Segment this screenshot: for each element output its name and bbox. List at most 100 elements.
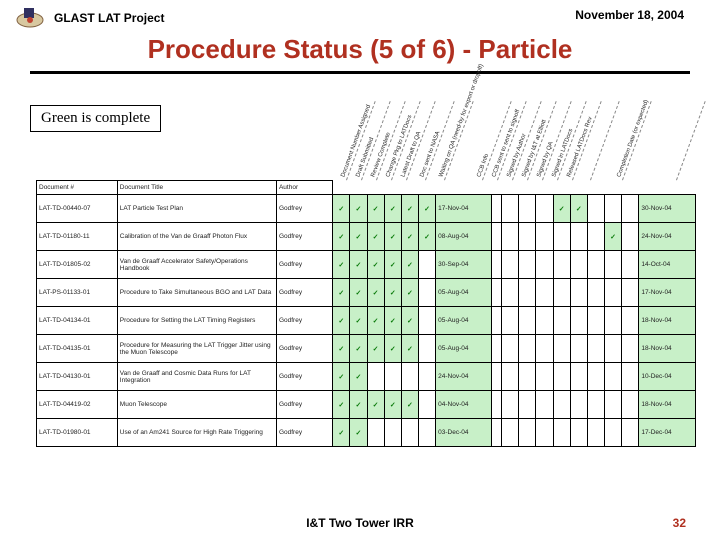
- cell: 05-Aug-04: [436, 335, 492, 363]
- title-rule: [30, 71, 690, 74]
- chk: [519, 363, 536, 391]
- chk: [536, 419, 553, 447]
- table-row: LAT-TD-01980-01Use of an Am241 Source fo…: [37, 419, 696, 447]
- col-title: Document Title: [117, 181, 276, 195]
- chk: ✓: [401, 223, 418, 251]
- chk: ✓: [384, 335, 401, 363]
- project-name: GLAST LAT Project: [54, 11, 164, 25]
- chk: [519, 419, 536, 447]
- chk: [519, 335, 536, 363]
- chk: ✓: [350, 307, 367, 335]
- chk: [553, 279, 570, 307]
- chk: [570, 279, 587, 307]
- chk: ✓: [350, 279, 367, 307]
- chk: [418, 335, 435, 363]
- chk: ✓: [367, 307, 384, 335]
- chk: ✓: [350, 391, 367, 419]
- chk: [622, 251, 639, 279]
- chk: [502, 363, 519, 391]
- cell: [492, 223, 502, 251]
- chk: [622, 335, 639, 363]
- chk: ✓: [333, 419, 350, 447]
- chk: [418, 279, 435, 307]
- chk: [622, 223, 639, 251]
- chk: [384, 363, 401, 391]
- cell: [492, 279, 502, 307]
- chk: [570, 223, 587, 251]
- chk: ✓: [401, 279, 418, 307]
- cell: Procedure for Measuring the LAT Trigger …: [117, 335, 276, 363]
- cell: 04-Nov-04: [436, 391, 492, 419]
- status-table-region: Document Number AssignedDraft SubmittedR…: [36, 96, 696, 447]
- cell: Godfrey: [276, 223, 332, 251]
- cell: LAT-TD-00440-07: [37, 195, 118, 223]
- cell: 24-Nov-04: [436, 363, 492, 391]
- chk: [418, 307, 435, 335]
- chk: ✓: [367, 335, 384, 363]
- cell: 18-Nov-04: [639, 391, 696, 419]
- chk: [536, 251, 553, 279]
- chk: [587, 391, 604, 419]
- chk: ✓: [350, 251, 367, 279]
- chk: [502, 419, 519, 447]
- table-header-row: Document # Document Title Author: [37, 181, 696, 195]
- chk: ✓: [384, 223, 401, 251]
- cell: Godfrey: [276, 279, 332, 307]
- cell: [492, 335, 502, 363]
- chk: [418, 391, 435, 419]
- chk: ✓: [605, 223, 622, 251]
- chk: [536, 223, 553, 251]
- chk: [605, 391, 622, 419]
- cell: Use of an Am241 Source for High Rate Tri…: [117, 419, 276, 447]
- chk: [587, 279, 604, 307]
- chk: [553, 335, 570, 363]
- table-row: LAT-TD-01805-02Van de Graaff Accelerator…: [37, 251, 696, 279]
- chk: [622, 363, 639, 391]
- chk: [536, 279, 553, 307]
- chk: [367, 419, 384, 447]
- chk: [587, 195, 604, 223]
- chk: [605, 335, 622, 363]
- chk: [587, 307, 604, 335]
- chk: [418, 251, 435, 279]
- cell: Calibration of the Van de Graaff Photon …: [117, 223, 276, 251]
- chk: [553, 251, 570, 279]
- col-doc: Document #: [37, 181, 118, 195]
- cell: 24-Nov-04: [639, 223, 696, 251]
- chk: [367, 363, 384, 391]
- chk: [502, 251, 519, 279]
- chk: [519, 307, 536, 335]
- chk: ✓: [384, 251, 401, 279]
- chk: [519, 223, 536, 251]
- chk: ✓: [367, 195, 384, 223]
- chk: [536, 307, 553, 335]
- chk: [570, 391, 587, 419]
- cell: LAT-PS-01133-01: [37, 279, 118, 307]
- chk: [502, 195, 519, 223]
- cell: 05-Aug-04: [436, 307, 492, 335]
- col-author: Author: [276, 181, 332, 195]
- chk: ✓: [350, 363, 367, 391]
- cell: Muon Telescope: [117, 391, 276, 419]
- chk: ✓: [333, 223, 350, 251]
- cell: LAT-TD-04130-01: [37, 363, 118, 391]
- chk: ✓: [384, 279, 401, 307]
- chk: ✓: [401, 195, 418, 223]
- chk: [502, 391, 519, 419]
- chk: ✓: [350, 419, 367, 447]
- chk: ✓: [418, 223, 435, 251]
- chk: [570, 335, 587, 363]
- chk: [502, 307, 519, 335]
- cell: Procedure for Setting the LAT Timing Reg…: [117, 307, 276, 335]
- status-table: Document # Document Title Author LAT-TD-…: [36, 180, 696, 447]
- table-row: LAT-TD-04135-01Procedure for Measuring t…: [37, 335, 696, 363]
- chk: [502, 223, 519, 251]
- chk: ✓: [333, 279, 350, 307]
- cell: [492, 419, 502, 447]
- project-logo: [14, 6, 46, 30]
- cell: 17-Dec-04: [639, 419, 696, 447]
- chk: [622, 195, 639, 223]
- chk: ✓: [401, 251, 418, 279]
- chk: ✓: [350, 335, 367, 363]
- chk: [622, 307, 639, 335]
